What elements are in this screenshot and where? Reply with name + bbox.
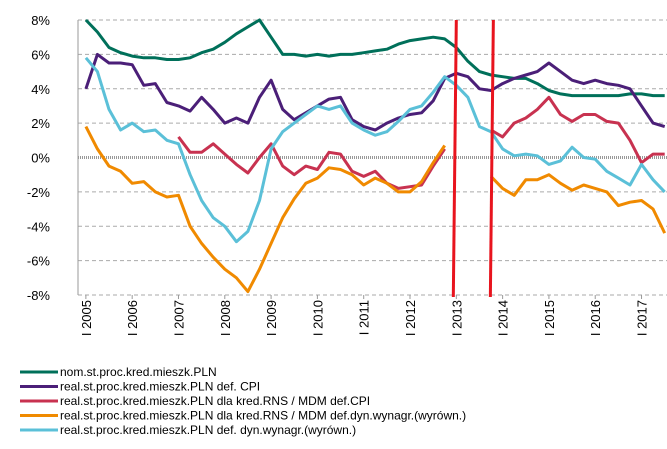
y-tick-label: 8% xyxy=(31,13,50,28)
series-line xyxy=(84,56,666,244)
marker-line xyxy=(488,19,495,298)
series-line xyxy=(84,125,667,294)
y-tick-label: -6% xyxy=(27,254,51,269)
legend-label: real.st.proc.kred.mieszk.PLN def. dyn.wy… xyxy=(60,423,356,437)
x-tick-label: I 2017 xyxy=(635,300,650,336)
x-tick-label: I 2011 xyxy=(357,300,372,335)
legend-label: real.st.proc.kred.mieszk.PLN def. CPI xyxy=(60,380,260,394)
x-tick-label: I 2010 xyxy=(310,300,325,336)
series-line xyxy=(84,18,665,98)
x-tick-label: I 2007 xyxy=(171,300,186,336)
y-tick-label: -2% xyxy=(27,185,51,200)
x-tick-label: I 2014 xyxy=(496,300,511,336)
x-tick-label: I 2005 xyxy=(79,300,94,336)
x-tick-label: I 2015 xyxy=(542,300,557,336)
legend-label: real.st.proc.kred.mieszk.PLN dla kred.RN… xyxy=(60,409,466,423)
y-tick-label: 2% xyxy=(31,116,50,131)
legend-label: real.st.proc.kred.mieszk.PLN dla kred.RN… xyxy=(60,394,370,408)
y-tick-label: 4% xyxy=(31,82,50,97)
series-line xyxy=(84,52,666,132)
x-tick-label: I 2009 xyxy=(264,300,279,336)
marker-line xyxy=(451,19,458,298)
series-line xyxy=(177,95,665,190)
x-tick-label: I 2012 xyxy=(403,300,418,336)
x-tick-label: I 2016 xyxy=(588,300,603,336)
y-tick-label: 6% xyxy=(31,47,50,62)
x-tick-label: I 2008 xyxy=(218,300,233,336)
x-tick-label: I 2006 xyxy=(125,300,140,336)
x-tick-label: I 2013 xyxy=(449,300,464,336)
legend-label: nom.st.proc.kred.mieszk.PLN xyxy=(60,365,217,379)
y-tick-label: -4% xyxy=(27,219,51,234)
y-tick-label: -8% xyxy=(27,288,51,303)
y-tick-label: 0% xyxy=(31,151,50,166)
